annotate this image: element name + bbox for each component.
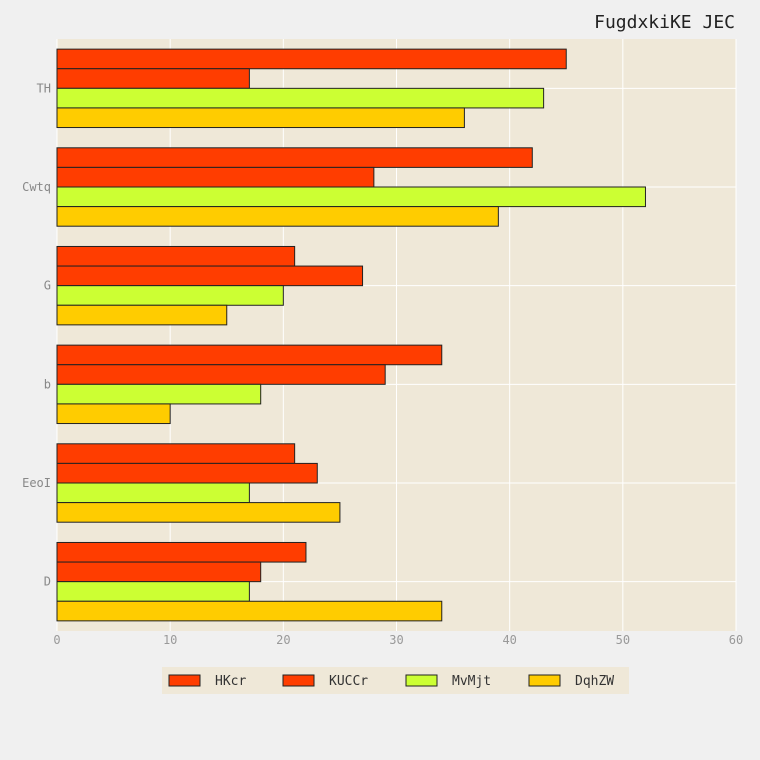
bar-DqhZW-TH [56, 107, 465, 129]
y-category-label: b [44, 377, 51, 391]
x-tick-label: 10 [163, 633, 177, 647]
bar-HKcr-D [56, 541, 307, 563]
legend-label-KUCCr: KUCCr [329, 674, 368, 689]
legend-swatch-KUCCr [282, 674, 315, 687]
bar-KUCCr-TH [56, 68, 250, 89]
legend-swatch-MvMjt [405, 674, 438, 687]
y-category-label: EeoI [22, 476, 51, 490]
y-category-label: D [44, 575, 51, 589]
bar-DqhZW-Cwtq [56, 206, 499, 227]
bar-MvMjt-TH [56, 87, 545, 109]
bar-HKcr-TH [56, 48, 567, 70]
bar-DqhZW-EeoI [56, 502, 341, 523]
bar-KUCCr-EeoI [56, 462, 318, 484]
bar-DqhZW-b [56, 403, 171, 425]
x-tick-label: 30 [389, 633, 403, 647]
bar-MvMjt-EeoI [56, 482, 250, 504]
x-tick-label: 0 [53, 633, 60, 647]
legend-label-DqhZW: DqhZW [575, 674, 614, 689]
bar-DqhZW-G [56, 304, 228, 326]
legend-swatch-DqhZW [528, 674, 561, 687]
legend-label-HKcr: HKcr [215, 674, 246, 689]
legend-swatch-HKcr [168, 674, 201, 687]
bar-HKcr-EeoI [56, 443, 296, 464]
x-axis-ticks: 0 10 20 30 40 50 60 [53, 633, 743, 647]
bar-HKcr-b [56, 344, 443, 366]
bar-KUCCr-b [56, 364, 386, 385]
bar-KUCCr-Cwtq [56, 166, 375, 188]
chart-title: FugdxkiKE JEC [594, 12, 735, 33]
y-axis-categories: TH Cwtq Gb EeoI D [22, 81, 51, 588]
bar-MvMjt-b [56, 383, 262, 405]
x-tick-label: 20 [276, 633, 290, 647]
bar-KUCCr-D [56, 561, 262, 583]
bars [56, 48, 646, 622]
legend: HKcr KUCCr MvMjt DqhZW [162, 667, 629, 694]
bar-HKcr-G [56, 245, 296, 267]
bar-MvMjt-D [56, 581, 250, 602]
y-category-label: G [44, 279, 51, 293]
x-tick-label: 60 [729, 633, 743, 647]
bar-HKcr-Cwtq [56, 147, 533, 168]
bar-MvMjt-G [56, 285, 284, 306]
bar-KUCCr-G [56, 265, 364, 287]
y-category-label: Cwtq [22, 180, 51, 194]
x-tick-label: 40 [502, 633, 516, 647]
bar-MvMjt-Cwtq [56, 186, 646, 208]
x-tick-label: 50 [616, 633, 630, 647]
y-category-label: TH [37, 81, 51, 95]
legend-label-MvMjt: MvMjt [452, 674, 491, 689]
bar-DqhZW-D [56, 600, 443, 622]
